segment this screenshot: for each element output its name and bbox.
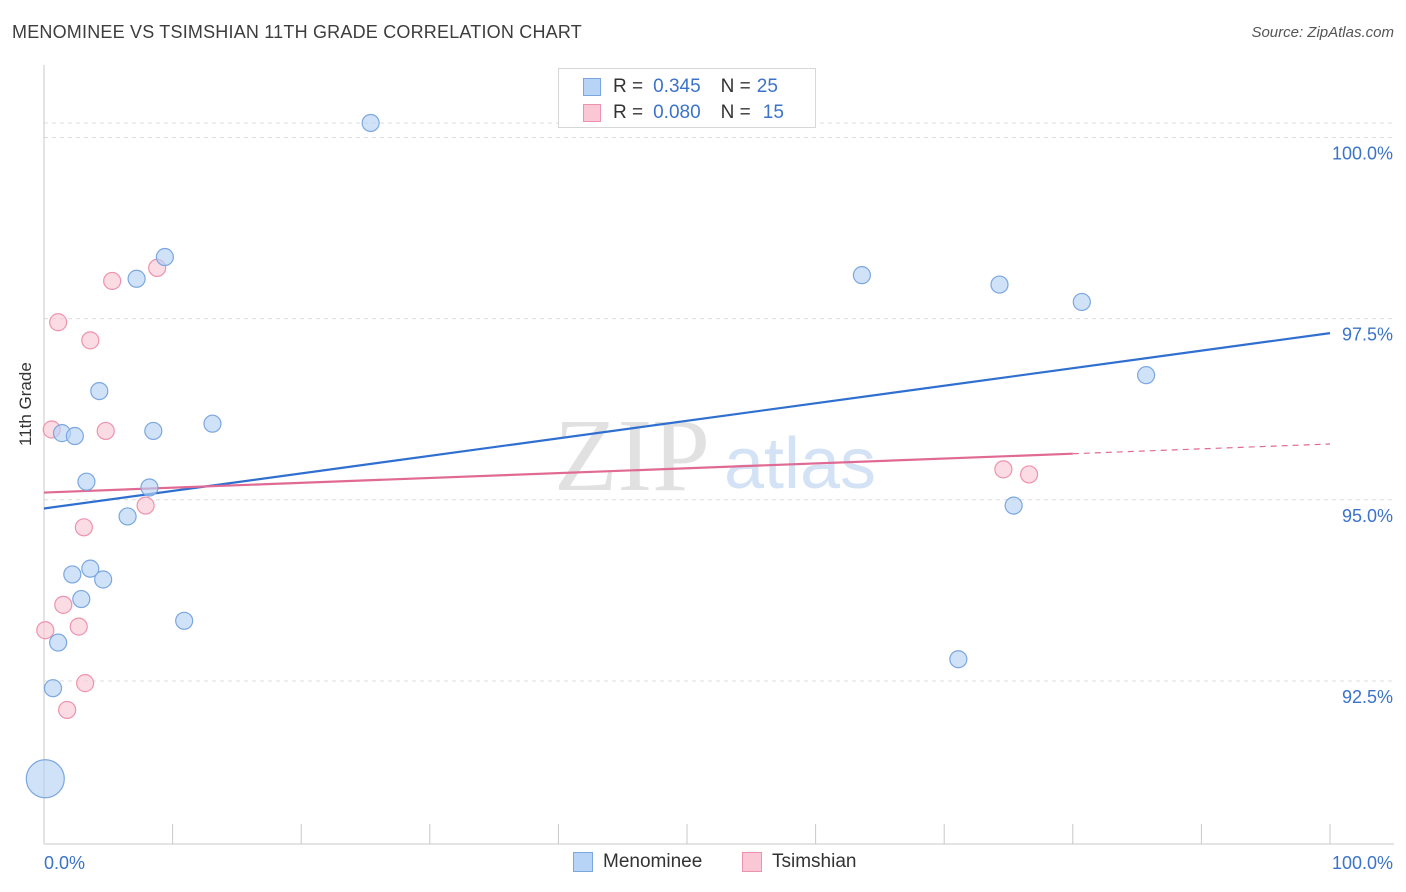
series-legend-label: Menominee xyxy=(603,851,703,872)
menominee-point xyxy=(1137,366,1156,385)
menominee-trend-line xyxy=(43,332,1331,510)
tsimshian-point xyxy=(96,421,115,441)
menominee-point xyxy=(81,559,100,578)
tsimshian-legend-swatch xyxy=(742,852,762,872)
series-legend-label: Tsimshian xyxy=(772,851,857,872)
y-axis-label-wrap: 11th Grade xyxy=(16,362,36,446)
menominee-point xyxy=(65,426,84,446)
menominee-point xyxy=(49,633,68,652)
watermark-zip: ZIP xyxy=(554,398,710,513)
menominee-point xyxy=(127,269,146,288)
legend-row-tsimshian: R = 0.080 N = 15 xyxy=(583,100,784,126)
legend-n-value: 15 xyxy=(762,102,784,123)
tsimshian-point xyxy=(54,595,73,614)
legend-n-label: N = xyxy=(720,76,751,97)
correlation-legend: R = 0.345 N = 25 R = 0.080 N = 15 xyxy=(558,68,816,128)
series-legend-tsimshian: Tsimshian xyxy=(742,851,856,873)
menominee-point xyxy=(140,478,159,497)
legend-row-menominee: R = 0.345 N = 25 xyxy=(583,74,778,100)
menominee-point xyxy=(72,589,91,609)
menominee-point xyxy=(25,759,65,799)
y-tick-label: 97.5% xyxy=(1342,325,1393,345)
series-legend: Menominee Tsimshian xyxy=(0,851,1406,877)
menominee-point xyxy=(1004,496,1023,515)
menominee-legend-swatch xyxy=(573,852,593,872)
tsimshian-point xyxy=(49,313,68,332)
tsimshian-point xyxy=(36,621,55,640)
menominee-point xyxy=(155,247,174,267)
menominee-point xyxy=(949,650,968,669)
tsimshian-trend-extension xyxy=(1072,443,1331,455)
legend-r-value: 0.080 xyxy=(653,102,701,123)
points-layer xyxy=(25,113,1156,799)
tick-label-layer: 100.0% 97.5% 95.0% 92.5% 0.0% 100.0% xyxy=(44,143,1393,873)
series-legend-menominee: Menominee xyxy=(573,851,702,873)
menominee-point xyxy=(361,113,380,133)
tsimshian-point xyxy=(76,674,95,693)
legend-r-value: 0.345 xyxy=(653,76,701,97)
menominee-point xyxy=(990,275,1009,294)
x-tick-label: 100.0% xyxy=(1332,853,1393,873)
y-tick-label: 92.5% xyxy=(1342,687,1393,707)
watermark: ZIP atlas xyxy=(554,398,876,513)
menominee-point xyxy=(144,421,163,441)
y-tick-label: 95.0% xyxy=(1342,506,1393,526)
legend-n-label: N = xyxy=(720,102,751,123)
y-axis-label: 11th Grade xyxy=(16,362,35,446)
menominee-point xyxy=(203,414,222,433)
menominee-point xyxy=(175,611,194,630)
tsimshian-point xyxy=(1019,465,1039,484)
y-tick-label: 100.0% xyxy=(1332,143,1393,163)
menominee-point xyxy=(63,565,82,584)
tsimshian-point xyxy=(81,331,100,350)
tsimshian-point xyxy=(58,700,77,720)
menominee-swatch xyxy=(583,78,601,96)
tsimshian-point xyxy=(994,460,1013,479)
tsimshian-point xyxy=(74,518,93,537)
menominee-point xyxy=(118,507,137,526)
legend-r-label: R = xyxy=(613,102,644,123)
menominee-point xyxy=(90,381,109,401)
tsimshian-trend-line xyxy=(43,452,1073,494)
menominee-point xyxy=(852,266,871,285)
tsimshian-point xyxy=(69,617,88,636)
menominee-point xyxy=(94,570,113,589)
axis-layer xyxy=(43,65,1394,845)
menominee-point xyxy=(77,472,96,491)
menominee-point xyxy=(43,679,63,698)
grid-layer xyxy=(44,122,1394,682)
chart-title: MENOMINEE VS TSIMSHIAN 11TH GRADE CORREL… xyxy=(12,22,582,42)
tsimshian-swatch xyxy=(583,104,601,122)
x-tick-label: 0.0% xyxy=(44,853,85,873)
trend-layer xyxy=(43,332,1331,510)
source-label: Source: ZipAtlas.com xyxy=(1251,24,1394,41)
legend-n-value: 25 xyxy=(756,76,778,97)
menominee-point xyxy=(1072,292,1091,312)
tsimshian-point xyxy=(103,271,122,291)
tsimshian-point xyxy=(136,496,155,515)
legend-r-label: R = xyxy=(613,76,644,97)
